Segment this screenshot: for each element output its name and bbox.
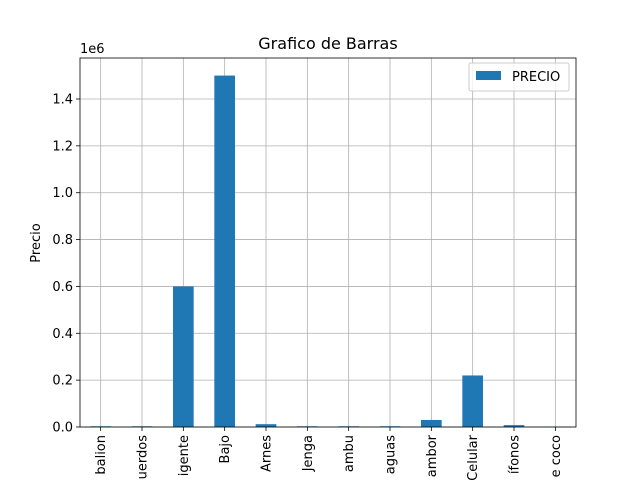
grid-lines <box>80 58 576 428</box>
x-tick-label: ambu <box>342 435 357 472</box>
x-tick-label: Arnes <box>260 435 275 472</box>
bars <box>90 75 566 428</box>
x-tick-label: aguas <box>384 435 399 474</box>
bar <box>503 425 525 427</box>
y-tick-label: 0.2 <box>52 374 73 389</box>
x-tick-label: Bajo <box>218 435 233 463</box>
x-tick-label: Jenga <box>301 435 316 472</box>
x-tick-label: ambor <box>425 434 440 477</box>
legend-frame <box>468 62 570 92</box>
y-tick-labels: 0.0 0.2 0.4 0.6 0.8 1.0 1.2 1.4 <box>52 93 73 436</box>
y-tick-label: 1.0 <box>52 186 73 201</box>
axes-frame <box>79 57 577 428</box>
y-tick-label: 1.4 <box>52 93 73 108</box>
x-tick-label: balion <box>94 435 109 475</box>
y-tick-label: 0.6 <box>52 280 73 295</box>
bar <box>173 286 194 427</box>
bar <box>421 419 442 427</box>
bar <box>255 424 277 427</box>
y-offset-label: 1e6 <box>80 42 105 57</box>
x-tick-labels: balion uerdos igente Bajo Arnes Jenga ambu agua… <box>94 434 564 480</box>
legend-swatch-precio <box>476 71 501 80</box>
x-tick-label: ífonos <box>508 435 523 474</box>
x-tick-label: Celular <box>466 434 481 480</box>
y-tick-label: 0.4 <box>52 327 73 342</box>
bar <box>462 375 483 427</box>
y-tick-label: 1.2 <box>52 139 73 154</box>
bar <box>214 75 235 428</box>
legend-label-precio: PRECIO <box>512 70 560 85</box>
x-tick-label: e coco <box>549 435 564 477</box>
axes <box>76 57 577 431</box>
y-tick-label: 0.0 <box>52 421 73 436</box>
legend: PRECIO <box>468 62 570 92</box>
x-tick-label: uerdos <box>136 435 151 480</box>
x-tick-label: igente <box>177 435 192 476</box>
y-axis-label: Precio <box>29 223 44 262</box>
chart-title: Grafico de Barras <box>258 34 397 53</box>
y-tick-label: 0.8 <box>52 233 73 248</box>
